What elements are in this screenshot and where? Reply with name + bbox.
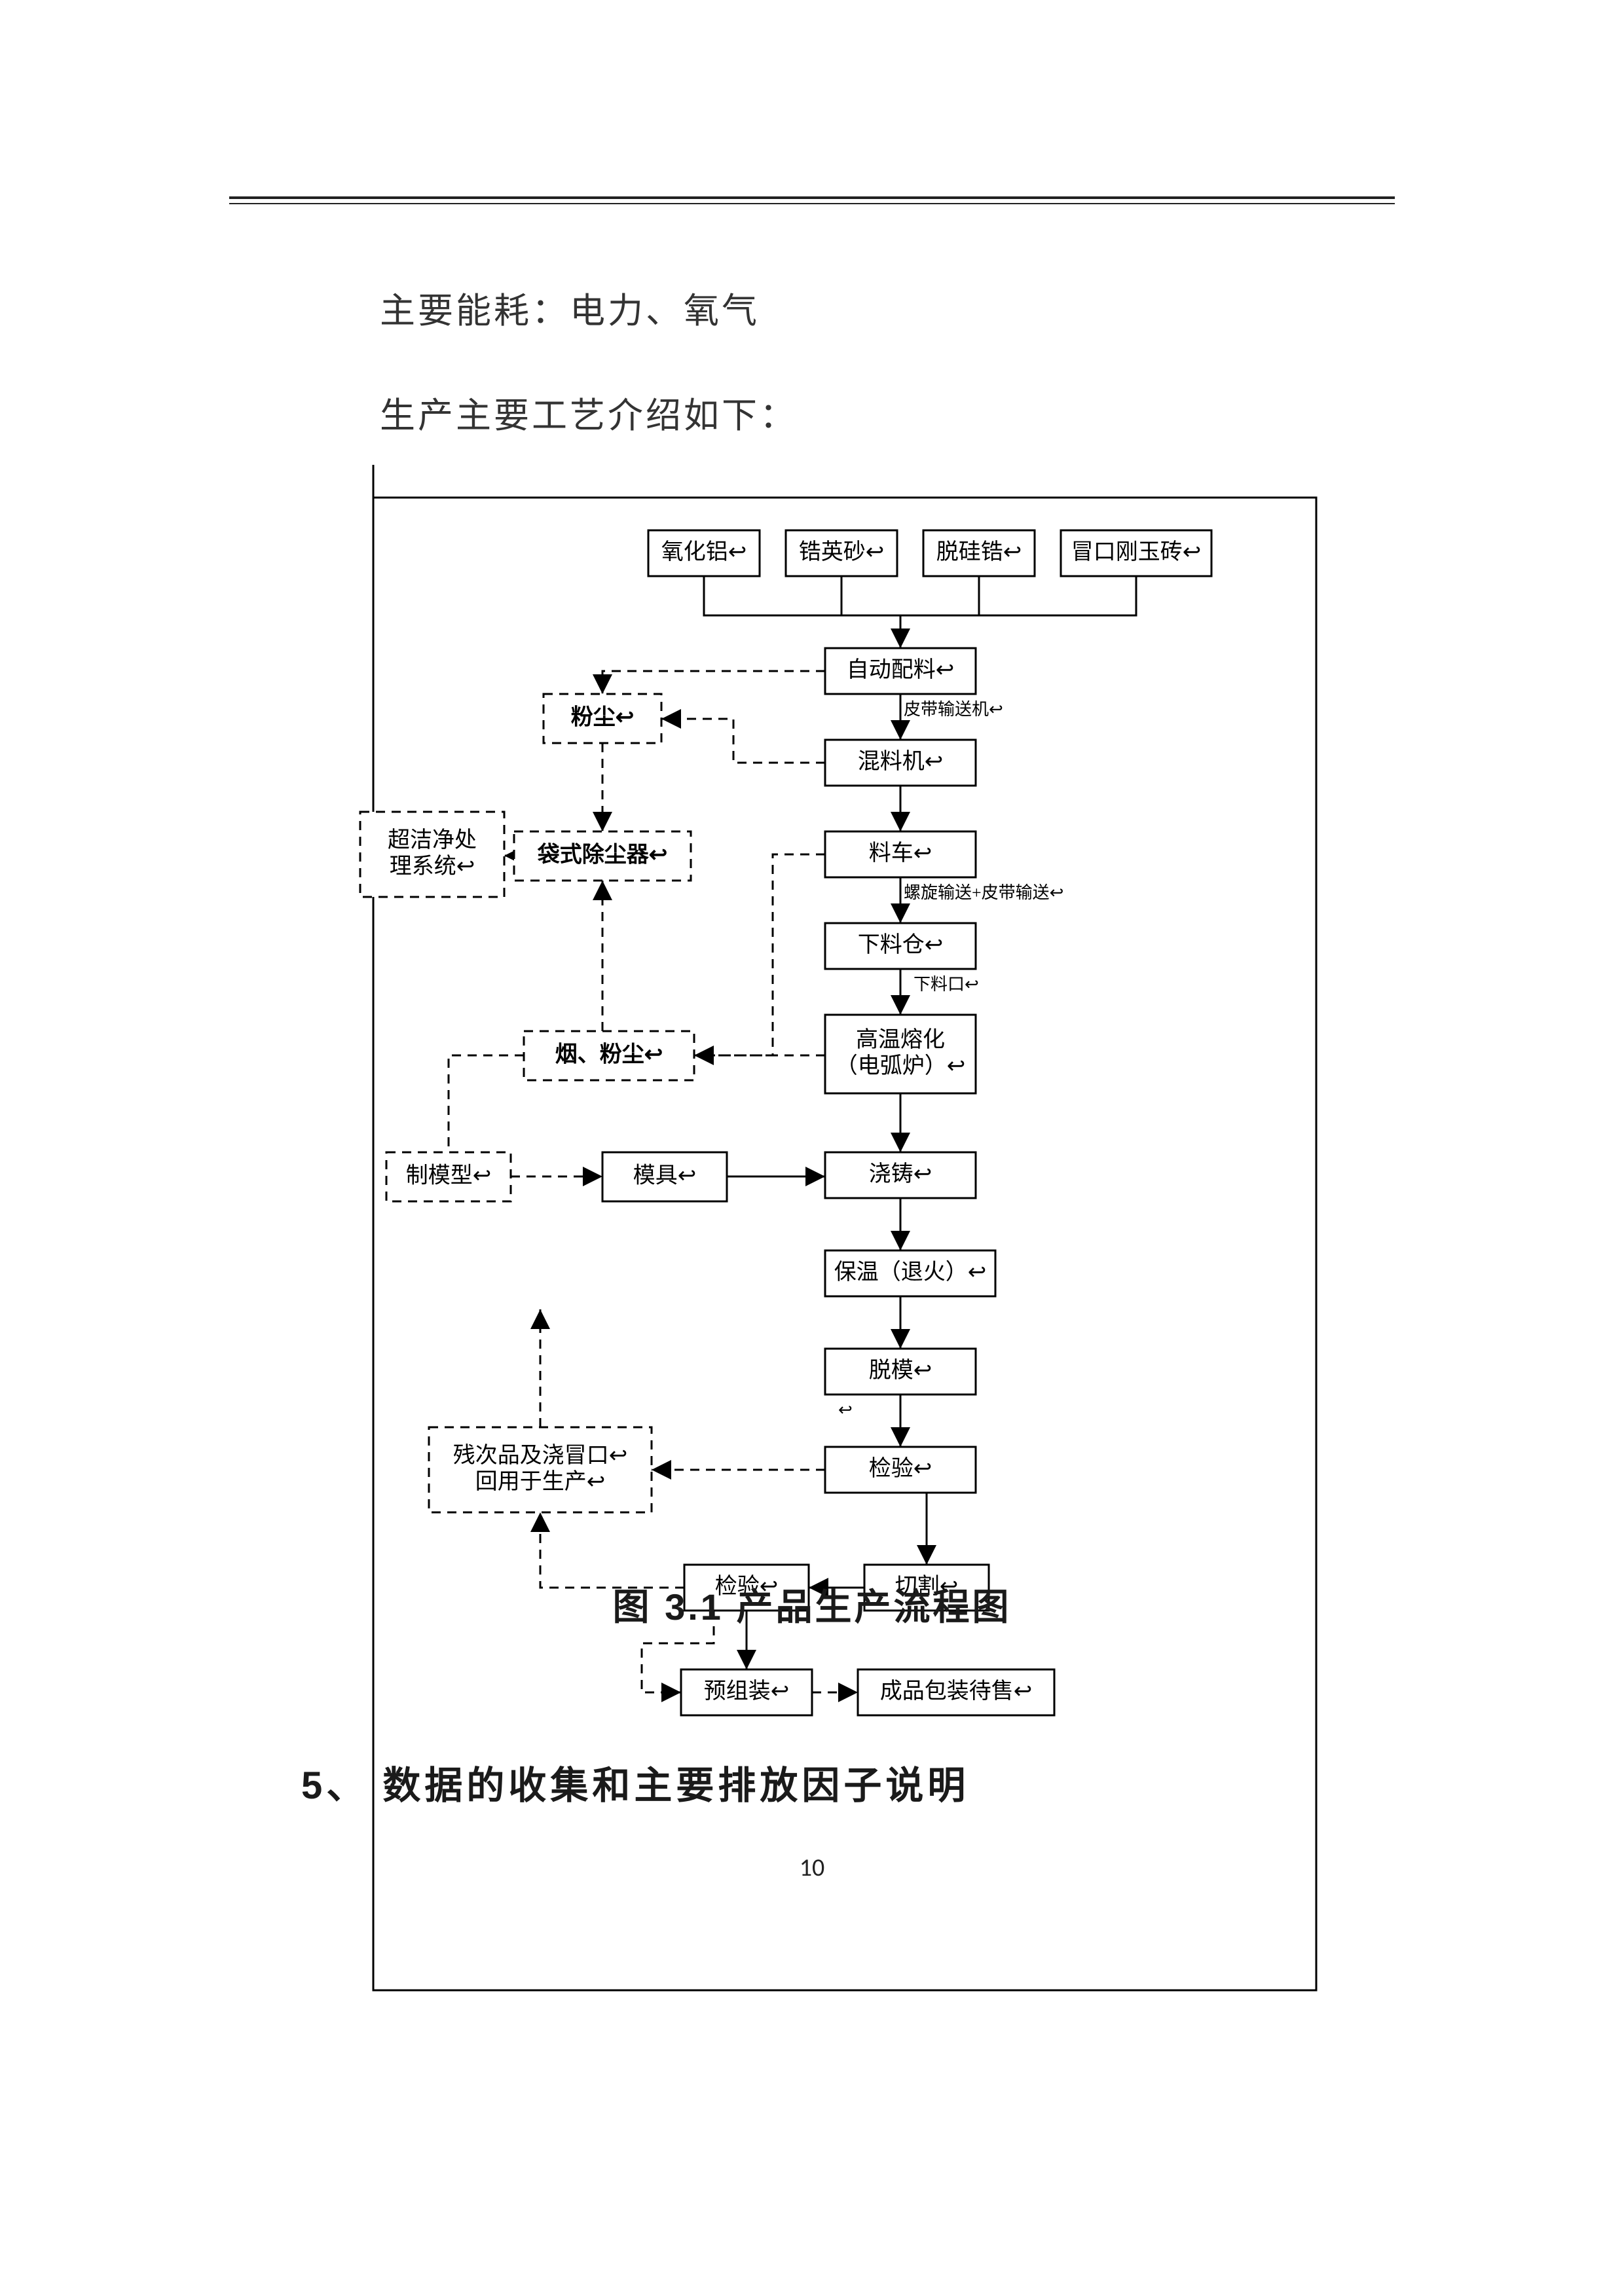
edge-cart-smoke-up	[694, 854, 825, 1055]
edge-mixer-dust-side	[661, 719, 825, 763]
edge-smoke-left-moldmake-vert	[449, 1055, 524, 1152]
flow-node-label-pack: 成品包装待售↩	[880, 1679, 1033, 1704]
flow-node-label-anneal: 保温（退火）↩	[834, 1260, 987, 1285]
flow-node-label-preasm: 预组装↩	[704, 1679, 790, 1704]
flow-label-belt1: 皮带输送机↩	[904, 700, 1003, 719]
flow-label-port: 下料口↩	[913, 975, 979, 994]
flow-label-spacer: ↩	[838, 1400, 853, 1419]
flow-node-label-in2: 锆英砂↩	[799, 539, 885, 564]
flow-node-label-melt-0: 高温熔化	[856, 1027, 945, 1052]
flow-label-belt2: 螺旋输送+皮带输送↩	[904, 883, 1063, 902]
edge-in4-autobatch	[900, 576, 1136, 615]
flow-node-label-mixer: 混料机↩	[858, 749, 944, 774]
flow-node-label-cart: 料车↩	[869, 841, 932, 866]
edge-in1-autobatch	[704, 576, 900, 648]
flow-node-label-in3: 脱硅锆↩	[936, 539, 1022, 564]
edge-inspect2-recycle-side	[540, 1512, 684, 1588]
flow-node-label-clean-0: 超洁净处	[388, 828, 477, 852]
flow-node-label-recycle-1: 回用于生产↩	[475, 1469, 606, 1494]
flow-nodes: 氧化铝↩ 锆英砂↩ 脱硅锆↩ 冒口刚玉砖↩ 自动配料↩ 皮带输送机↩ 混料机↩ 粉尘↩ 袋式除尘…	[360, 530, 1211, 1715]
flow-node-label-smoke: 烟、粉尘↩	[555, 1042, 663, 1066]
flow-node-label-hopper: 下料仓↩	[858, 932, 944, 957]
flow-node-label-mold: 模具↩	[633, 1163, 697, 1188]
flow-node-label-in4: 冒口刚玉砖↩	[1071, 539, 1202, 564]
flow-node-label-autobatch: 自动配料↩	[847, 657, 955, 682]
flow-node-label-moldmake: 制模型↩	[406, 1163, 492, 1188]
body-line-1: 主要能耗：电力、氧气	[380, 282, 760, 333]
flow-node-label-inspect1: 检验↩	[869, 1456, 932, 1481]
flow-node-label-recycle-0: 残次品及浇冒口↩	[453, 1443, 628, 1468]
body-line-2: 生产主要工艺介绍如下：	[380, 386, 798, 438]
flow-node-label-cast: 浇铸↩	[869, 1161, 932, 1186]
section-5-heading: 5、 数据的收集和主要排放因子说明	[301, 1755, 969, 1810]
edge-autobatch-dust	[602, 671, 825, 694]
flow-node-label-clean-1: 理系统↩	[390, 854, 475, 879]
page-number: 10	[229, 1853, 1395, 1883]
flow-edges	[449, 576, 1136, 1692]
figure-caption: 图 3.1 产品生产流程图	[229, 1578, 1395, 1631]
flow-node-label-in1: 氧化铝↩	[661, 539, 747, 564]
flow-node-label-dust: 粉尘↩	[571, 704, 635, 729]
flow-node-label-bag: 袋式除尘器↩	[537, 841, 668, 867]
flow-node-label-melt-1: （电弧炉）↩	[836, 1053, 966, 1078]
header-rule	[229, 196, 1395, 204]
flow-node-label-demold: 脱模↩	[869, 1358, 932, 1383]
